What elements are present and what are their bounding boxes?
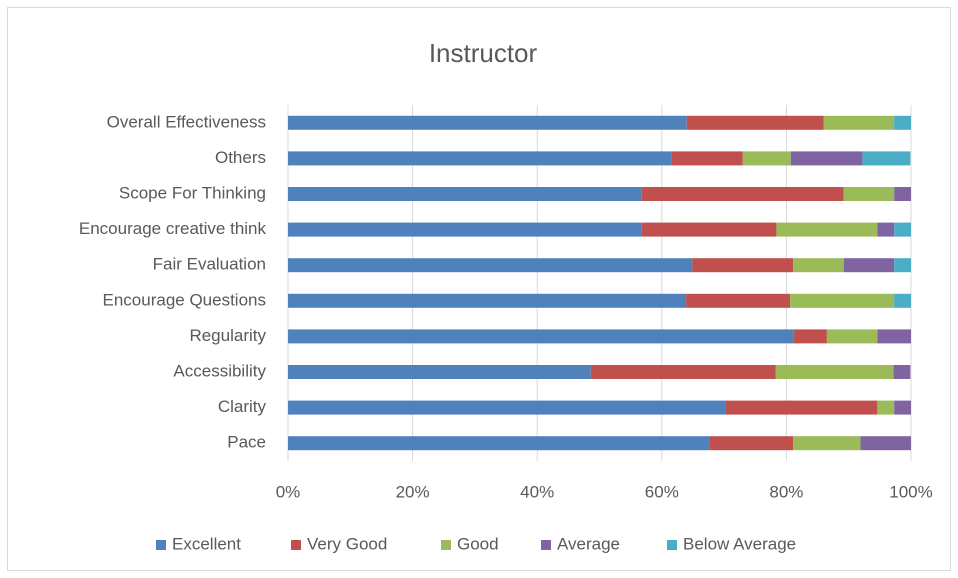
bar-segment	[790, 293, 895, 308]
legend-swatch	[291, 540, 301, 550]
bar-segment	[686, 293, 791, 308]
bar-segment	[671, 151, 743, 166]
bar-segment	[288, 115, 687, 130]
bar-segment	[288, 436, 710, 451]
bar-segment	[877, 400, 895, 415]
bar-segment	[725, 400, 878, 415]
y-tick-label: Fair Evaluation	[153, 255, 266, 274]
legend-label: Below Average	[683, 534, 796, 553]
bar-segment	[590, 365, 776, 379]
chart-frame	[7, 7, 951, 571]
bar-segment	[894, 400, 911, 415]
legend-label: Good	[457, 534, 499, 553]
bar-segment	[288, 293, 687, 308]
bar-segment	[288, 222, 642, 237]
bar-segment	[793, 258, 844, 273]
bar-segment	[843, 258, 895, 273]
bar-segment	[775, 365, 894, 379]
legend-label: Average	[557, 534, 620, 553]
bar-segment	[877, 329, 911, 344]
bar-segment	[823, 115, 895, 130]
bar-segment	[894, 115, 911, 130]
bar-segment	[288, 400, 726, 415]
y-tick-label: Regularity	[189, 326, 266, 345]
x-tick-label: 80%	[769, 482, 803, 501]
y-tick-label: Clarity	[218, 397, 267, 416]
y-tick-label: Overall Effectiveness	[107, 112, 266, 131]
bar-segment	[641, 222, 777, 237]
legend-swatch	[156, 540, 166, 550]
y-tick-label: Encourage Questions	[103, 290, 267, 309]
bar-segment	[893, 365, 911, 379]
x-tick-label: 20%	[396, 482, 430, 501]
x-tick-label: 100%	[889, 482, 932, 501]
bar-segment	[742, 151, 791, 166]
bar-segment	[894, 222, 911, 237]
chart-title: Instructor	[429, 38, 538, 68]
bar-segment	[288, 365, 591, 379]
y-tick-label: Scope For Thinking	[119, 183, 266, 202]
y-tick-label: Pace	[227, 433, 266, 452]
bar-segment	[894, 293, 911, 308]
y-tick-label: Others	[215, 148, 266, 167]
bar-segment	[894, 187, 911, 201]
y-tick-label: Encourage creative think	[79, 219, 267, 238]
bar-segment	[826, 329, 878, 344]
bar-segment	[686, 115, 824, 130]
x-tick-label: 40%	[520, 482, 554, 501]
bar-segment	[692, 258, 794, 273]
bar-segment	[709, 436, 794, 451]
bar-segment	[793, 329, 827, 344]
legend-label: Very Good	[307, 534, 387, 553]
bar-segment	[790, 151, 863, 166]
y-tick-label: Accessibility	[173, 361, 266, 380]
x-tick-label: 60%	[645, 482, 679, 501]
legend-swatch	[667, 540, 677, 550]
legend-swatch	[441, 540, 451, 550]
bar-segment	[288, 329, 794, 344]
bar-segment	[288, 151, 672, 166]
bar-segment	[776, 222, 878, 237]
bar-segment	[894, 258, 911, 273]
bar-segment	[843, 187, 895, 201]
bar-segment	[860, 436, 911, 451]
bar-segment	[288, 258, 693, 273]
bar-segment	[862, 151, 911, 166]
bar-segment	[641, 187, 844, 201]
x-tick-label: 0%	[276, 482, 301, 501]
bar-segment	[793, 436, 861, 451]
legend-swatch	[541, 540, 551, 550]
legend-label: Excellent	[172, 534, 241, 553]
bar-segment	[288, 187, 642, 201]
bar-segment	[877, 222, 895, 237]
